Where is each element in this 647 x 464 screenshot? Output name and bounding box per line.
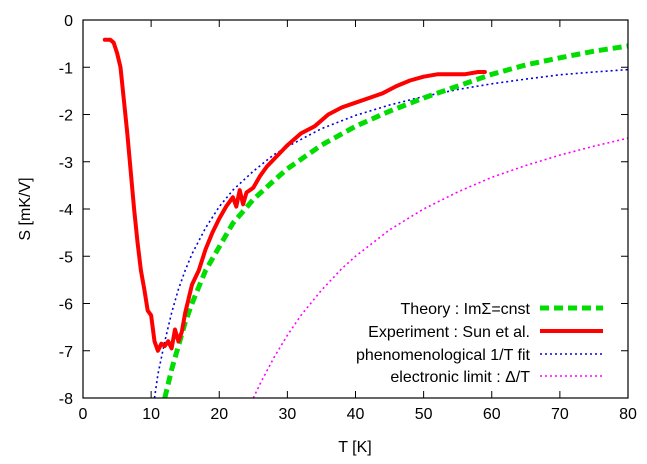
y-tick-label: -6 xyxy=(59,297,73,314)
y-tick-label: -1 xyxy=(59,60,73,77)
series-line-0 xyxy=(162,43,628,398)
legend-entry-label: phenomenological 1/T fit xyxy=(356,347,531,364)
x-tick-label: 20 xyxy=(210,406,228,423)
legend-entry-label: Theory : ImΣ=cnst xyxy=(401,301,531,318)
x-tick-label: 0 xyxy=(79,406,88,423)
x-tick-label: 40 xyxy=(347,406,365,423)
legend-entry-label: Experiment : Sun et al. xyxy=(368,324,530,341)
y-axis-title: S [mK/V] xyxy=(17,177,34,240)
y-tick-label: -2 xyxy=(59,108,73,125)
series-line-2 xyxy=(153,68,628,398)
x-tick-label: 30 xyxy=(278,406,296,423)
x-tick-label: 50 xyxy=(415,406,433,423)
x-tick-label: 10 xyxy=(142,406,160,423)
ticks-layer: 0 10 20 30 40 50 60 70 80 0 -1 -2 -3 -4 -5 -6 -7 -8 xyxy=(59,13,637,423)
legend-entry-label: electronic limit : Δ/T xyxy=(390,369,530,386)
y-tick-label: -3 xyxy=(59,155,73,172)
x-tick-label: 80 xyxy=(619,406,637,423)
y-tick-label: 0 xyxy=(64,13,73,30)
y-tick-label: -5 xyxy=(59,249,73,266)
x-axis-title: T [K] xyxy=(338,439,372,456)
series-layer xyxy=(102,37,628,398)
x-tick-label: 60 xyxy=(483,406,501,423)
legend: Theory : ImΣ=cnst Experiment : Sun et al.… xyxy=(356,301,603,386)
y-tick-label: -7 xyxy=(59,344,73,361)
y-tick-label: -8 xyxy=(59,391,73,408)
y-tick-label: -4 xyxy=(59,202,73,219)
x-tick-label: 70 xyxy=(551,406,569,423)
series-line-1 xyxy=(102,37,487,353)
